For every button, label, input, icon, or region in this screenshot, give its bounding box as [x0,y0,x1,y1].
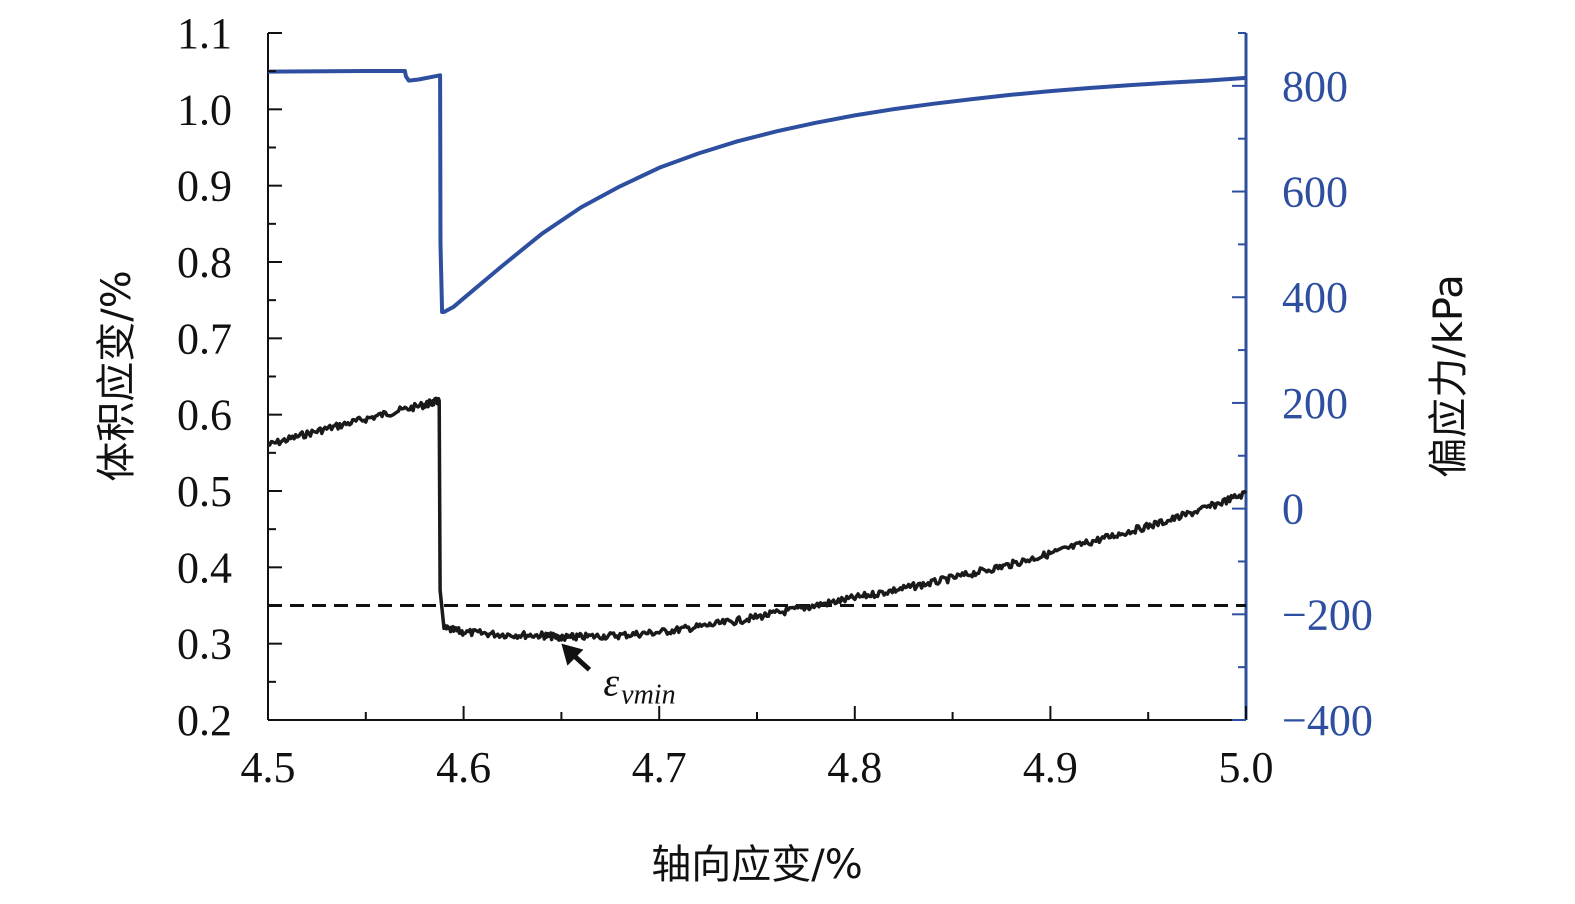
ticks-layer [267,32,1247,721]
y-left-tick-label: 1.0 [177,85,232,134]
annotation-arrow [561,643,592,672]
x-tick-label: 4.9 [1023,743,1078,792]
y-left-tick-label: 0.6 [177,391,232,440]
y-right-tick-label: −200 [1282,590,1373,639]
y-right-tick-label: 0 [1282,485,1304,534]
right-axis-title: 偏应力/kPa [1426,274,1472,477]
y-left-tick-label: 0.7 [177,314,232,363]
annotation-symbol: ε [603,660,619,705]
y-left-tick-label: 0.4 [177,543,232,592]
deviatoric-stress-line [267,69,1247,314]
y-left-tick-label: 1.1 [177,9,232,58]
y-right-tick-label: −400 [1282,696,1373,745]
annotation-epsilon-vmin: εvmin [603,660,675,711]
y-right-tick-label: 200 [1282,379,1348,428]
annotation-arrow-head [561,643,584,666]
x-tick-label: 4.6 [436,743,491,792]
y-left-tick-label: 0.9 [177,162,232,211]
annotation-subscript: vmin [621,680,675,711]
y-left-tick-label: 0.2 [177,696,232,745]
y-right-tick-label: 800 [1282,62,1348,111]
x-axis-title: 轴向应变/% [651,842,862,888]
x-tick-label: 4.7 [632,743,687,792]
y-left-tick-label: 0.5 [177,467,232,516]
volumetric-strain-line [267,396,1248,642]
y-right-tick-label: 600 [1282,168,1348,217]
x-tick-label: 5.0 [1219,743,1274,792]
y-left-tick-label: 0.8 [177,238,232,287]
x-tick-label: 4.5 [241,743,296,792]
y-left-tick-label: 0.3 [177,620,232,669]
left-axis-title: 体积应变/% [94,270,140,481]
y-right-tick-label: 400 [1282,273,1348,322]
labels-layer: 4.5 4.6 4.7 4.8 4.9 5.0 0.2 0.3 0.4 0.5 0.6 0.7 0.8 0… [177,9,1373,792]
series-layer [267,69,1248,642]
x-tick-label: 4.8 [827,743,882,792]
